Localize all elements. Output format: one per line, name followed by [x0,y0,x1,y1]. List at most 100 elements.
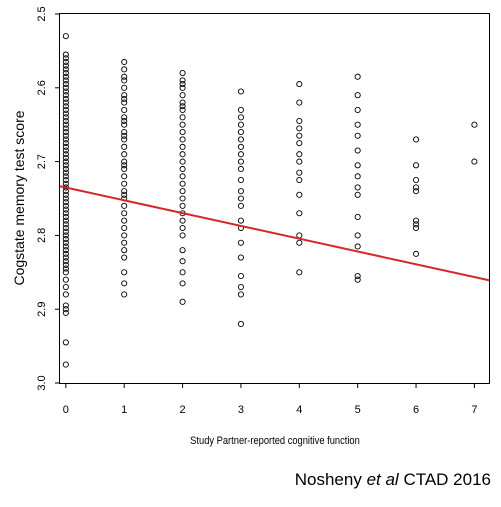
data-point [62,81,69,88]
data-point [121,117,128,125]
x-tick-label: 2 [180,404,186,416]
data-point [412,188,420,195]
data-point [62,151,69,158]
data-point [354,184,361,191]
data-point [354,243,361,250]
data-point [62,106,69,113]
data-point [121,247,128,254]
data-point [121,106,128,113]
data-point [179,114,186,121]
data-point [121,77,128,84]
data-point [62,95,69,102]
data-point [354,73,361,80]
x-tick-label: 3 [238,404,244,416]
x-tick-label: 1 [121,404,127,416]
data-point [121,143,128,150]
data-point [237,129,244,136]
data-point [354,191,361,198]
y-tick-label: 3.0 [36,375,48,390]
data-point [121,254,128,261]
data-point [62,125,69,132]
data-point [121,191,128,198]
data-point [179,202,186,209]
data-point [62,276,69,283]
data-point [354,132,361,139]
data-point [121,239,128,246]
data-point [354,232,361,239]
data-point [237,121,244,128]
data-point [121,162,128,169]
data-point [62,55,69,62]
data-point [237,106,244,113]
data-point [354,121,361,128]
data-point [296,191,303,198]
data-point [62,202,69,209]
data-point [296,151,303,158]
citation-rest: CTAD 2016 [398,470,491,489]
data-point [121,165,128,173]
data-point [62,254,69,261]
data-point [62,117,69,125]
data-point [62,261,69,268]
data-point [62,92,69,99]
data-point [179,81,186,88]
data-point [179,247,186,254]
data-point [237,239,244,246]
data-point [121,95,128,102]
data-point [121,99,128,106]
data-point [296,239,303,246]
data-point [121,92,128,99]
data-point [354,106,361,113]
data-point [62,169,69,176]
data-point [62,154,69,161]
data-point [237,195,244,202]
data-point [237,151,244,158]
data-point [62,176,69,184]
x-tick-label: 6 [413,404,419,416]
data-point [62,180,69,187]
y-axis-title: Cogstate memory test score [11,110,27,285]
data-point [237,158,244,165]
data-point [237,143,244,150]
data-point [62,309,69,316]
data-point [296,132,303,139]
data-point [412,221,420,228]
data-point [62,162,69,169]
data-point [471,121,478,128]
data-point [62,84,69,91]
data-point [412,162,420,169]
data-point [296,117,303,125]
data-point [179,99,186,106]
data-point [296,140,303,147]
data-point [354,213,361,220]
data-point [62,132,69,139]
data-point [179,188,186,195]
data-point [121,280,128,287]
data-point [62,213,69,220]
x-tick-label: 0 [63,404,69,416]
data-point [179,217,186,224]
data-point [412,217,420,224]
data-point [296,158,303,165]
data-point [62,136,69,143]
data-point [62,140,69,147]
data-point [121,188,128,195]
data-point [237,272,244,280]
y-axis: 2.5 2.6 2.7 2.8 2.9 3.0 [36,6,60,391]
data-point [62,258,69,265]
data-point [179,173,186,180]
data-point [62,143,69,150]
data-point [121,210,128,217]
y-tick-label: 2.6 [36,80,48,95]
data-point [62,66,69,73]
data-point [412,176,420,184]
data-point [62,224,69,232]
data-point [62,147,69,154]
data-point [62,265,69,272]
data-point [62,284,69,291]
y-tick-label: 2.5 [36,6,48,21]
data-point [296,176,303,184]
data-point [62,232,69,239]
data-point [121,114,128,121]
